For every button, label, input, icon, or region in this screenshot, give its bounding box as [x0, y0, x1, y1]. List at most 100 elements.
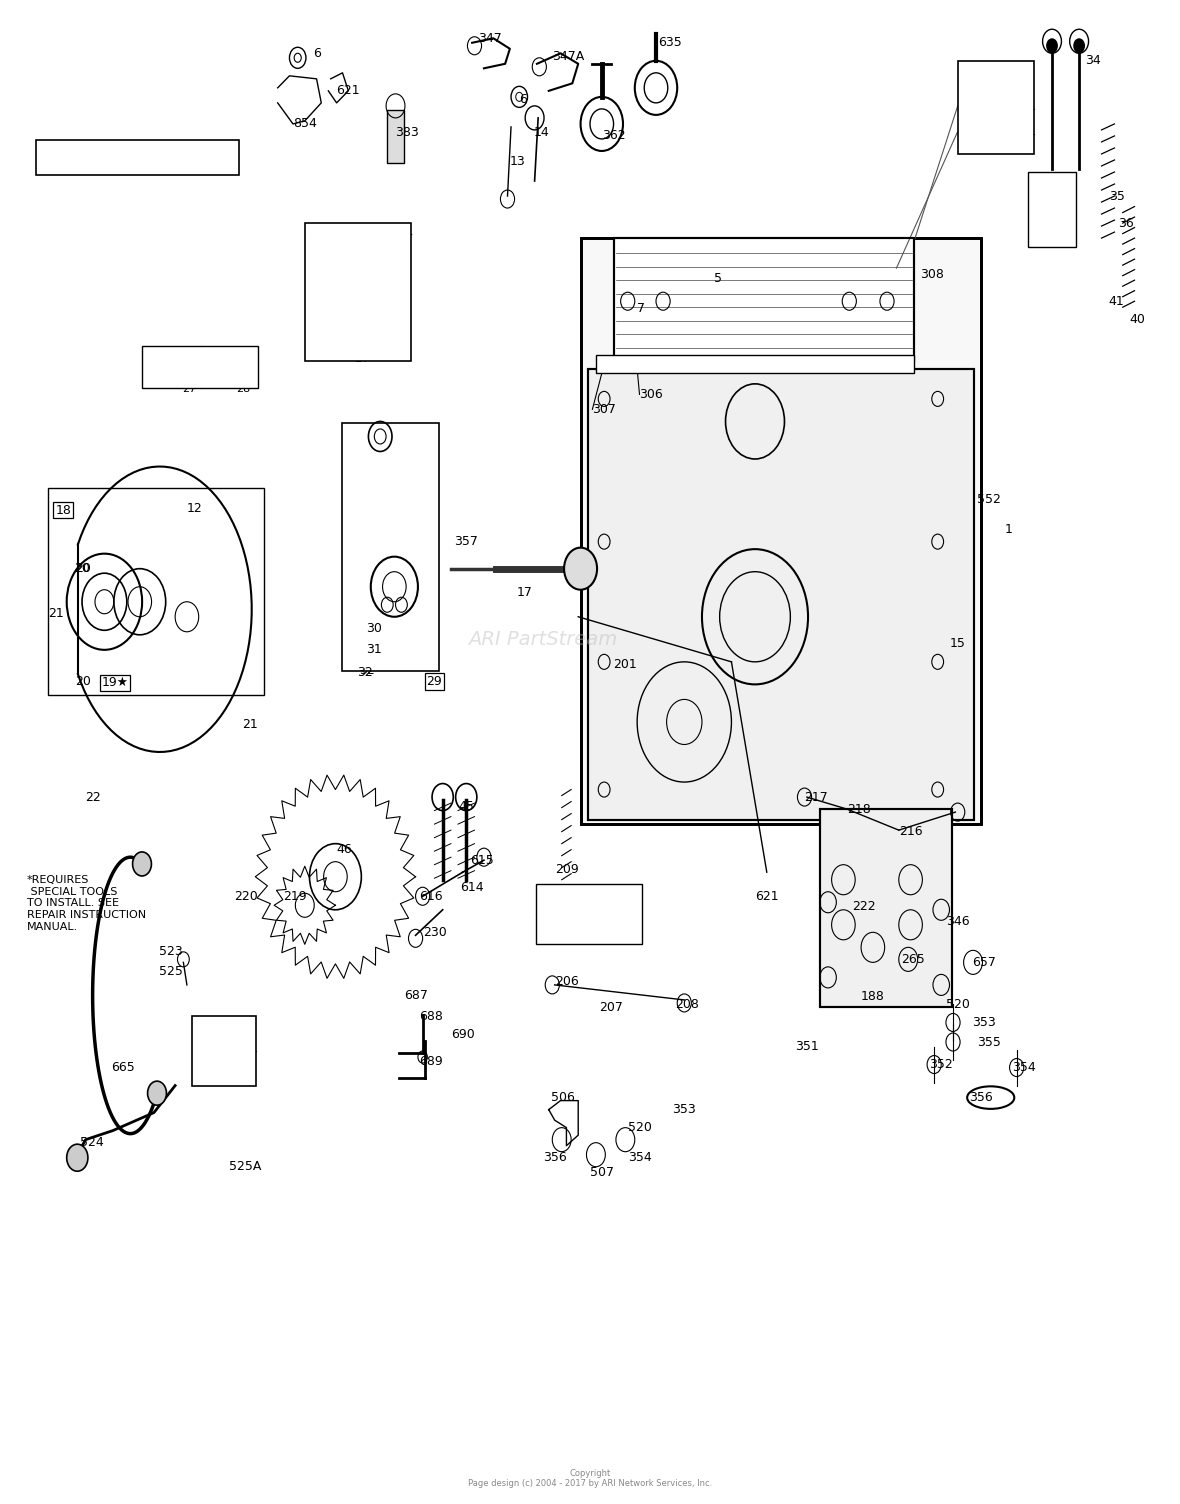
- Text: 26: 26: [313, 253, 329, 266]
- Text: 28: 28: [236, 384, 250, 394]
- Circle shape: [1047, 38, 1058, 53]
- Text: 17: 17: [517, 587, 533, 599]
- Bar: [342, 423, 439, 671]
- Text: 32: 32: [356, 666, 373, 678]
- Text: 12: 12: [186, 502, 203, 514]
- Text: 524
A: 524 A: [212, 1059, 234, 1080]
- Text: 230: 230: [422, 926, 446, 938]
- Text: 355: 355: [977, 1035, 1001, 1048]
- Text: 524: 524: [80, 1136, 104, 1149]
- Text: 362: 362: [602, 129, 625, 143]
- Text: 507: 507: [590, 1166, 614, 1179]
- Text: 34: 34: [1086, 54, 1101, 68]
- Text: 32: 32: [359, 665, 375, 677]
- Text: 222: 222: [852, 901, 876, 913]
- Text: 29: 29: [426, 675, 442, 687]
- Text: 6: 6: [313, 47, 321, 60]
- Text: •592: •592: [550, 922, 581, 934]
- Bar: [191, 1017, 256, 1086]
- Text: 25: 25: [360, 223, 376, 236]
- Text: 21: 21: [48, 608, 64, 620]
- Text: 208: 208: [675, 999, 699, 1011]
- Text: 358 GASKET SET: 358 GASKET SET: [79, 150, 196, 164]
- Bar: [324, 301, 389, 358]
- Text: 523A: 523A: [209, 1029, 238, 1038]
- Text: 15: 15: [950, 638, 965, 650]
- Circle shape: [1074, 38, 1086, 53]
- Text: 20: 20: [76, 562, 91, 575]
- Text: 220: 220: [234, 890, 257, 902]
- Bar: [142, 346, 257, 388]
- Text: 687: 687: [404, 990, 427, 1002]
- Text: 854: 854: [293, 117, 317, 131]
- Text: 383: 383: [395, 126, 419, 140]
- Text: 206: 206: [555, 976, 578, 988]
- Text: 27: 27: [354, 352, 371, 365]
- Text: 46: 46: [336, 844, 353, 856]
- Circle shape: [148, 1081, 166, 1105]
- Text: 562: 562: [597, 893, 621, 905]
- Text: 690: 690: [451, 1029, 474, 1041]
- Text: 352: 352: [930, 1057, 953, 1071]
- Text: 36: 36: [1117, 217, 1134, 230]
- Text: 308: 308: [920, 268, 944, 281]
- Text: 351: 351: [795, 1039, 819, 1053]
- Text: 216: 216: [899, 826, 923, 838]
- Text: ★869: ★869: [962, 99, 996, 113]
- Text: 6: 6: [519, 93, 527, 107]
- Text: 21: 21: [242, 719, 258, 731]
- Text: 45: 45: [458, 800, 474, 812]
- Text: G: G: [222, 361, 231, 374]
- Text: 5: 5: [714, 272, 722, 286]
- Circle shape: [132, 851, 151, 875]
- Text: 520: 520: [628, 1120, 651, 1134]
- Text: 227: 227: [608, 920, 631, 932]
- Text: 525A: 525A: [229, 1160, 262, 1173]
- Text: 614: 614: [460, 881, 484, 893]
- Text: 14: 14: [533, 126, 549, 140]
- Bar: [614, 238, 914, 361]
- Text: 42: 42: [1034, 223, 1049, 236]
- Bar: [536, 884, 642, 945]
- Text: G: G: [156, 361, 166, 374]
- Text: 306: 306: [640, 388, 663, 402]
- Text: 7: 7: [637, 302, 645, 316]
- Bar: [958, 60, 1035, 153]
- Bar: [1029, 171, 1076, 247]
- Bar: [581, 238, 982, 824]
- Bar: [48, 487, 263, 695]
- Text: 31: 31: [366, 644, 382, 656]
- Text: 356: 356: [970, 1090, 994, 1104]
- Circle shape: [67, 1145, 88, 1172]
- Bar: [37, 140, 238, 174]
- Text: 13: 13: [510, 155, 525, 168]
- Bar: [614, 238, 914, 361]
- Text: 621: 621: [336, 84, 360, 98]
- Text: 354: 354: [628, 1151, 651, 1164]
- Text: 16: 16: [578, 562, 594, 575]
- Text: 30: 30: [366, 623, 382, 635]
- Text: 207: 207: [599, 1002, 623, 1014]
- Bar: [304, 223, 411, 361]
- Text: 188: 188: [861, 991, 885, 1003]
- Text: 688: 688: [419, 1011, 442, 1023]
- Text: 35: 35: [1108, 190, 1125, 203]
- Text: 201: 201: [614, 659, 637, 671]
- Text: 689: 689: [419, 1054, 442, 1068]
- Text: 506: 506: [551, 1090, 575, 1104]
- Text: 616: 616: [419, 890, 442, 902]
- Text: 265: 265: [902, 954, 925, 966]
- Text: 615: 615: [470, 854, 493, 866]
- Text: 33: 33: [1034, 185, 1049, 199]
- Text: 520: 520: [946, 999, 970, 1011]
- Text: 217: 217: [805, 791, 828, 803]
- Text: 18: 18: [55, 504, 71, 516]
- Circle shape: [564, 547, 597, 590]
- Text: 20: 20: [74, 562, 90, 575]
- Text: 523: 523: [158, 946, 183, 958]
- Text: ★870: ★870: [962, 72, 997, 86]
- Text: 218: 218: [847, 803, 871, 815]
- Text: 20: 20: [76, 675, 91, 687]
- Text: 621: 621: [755, 890, 779, 902]
- Text: 307: 307: [592, 403, 616, 417]
